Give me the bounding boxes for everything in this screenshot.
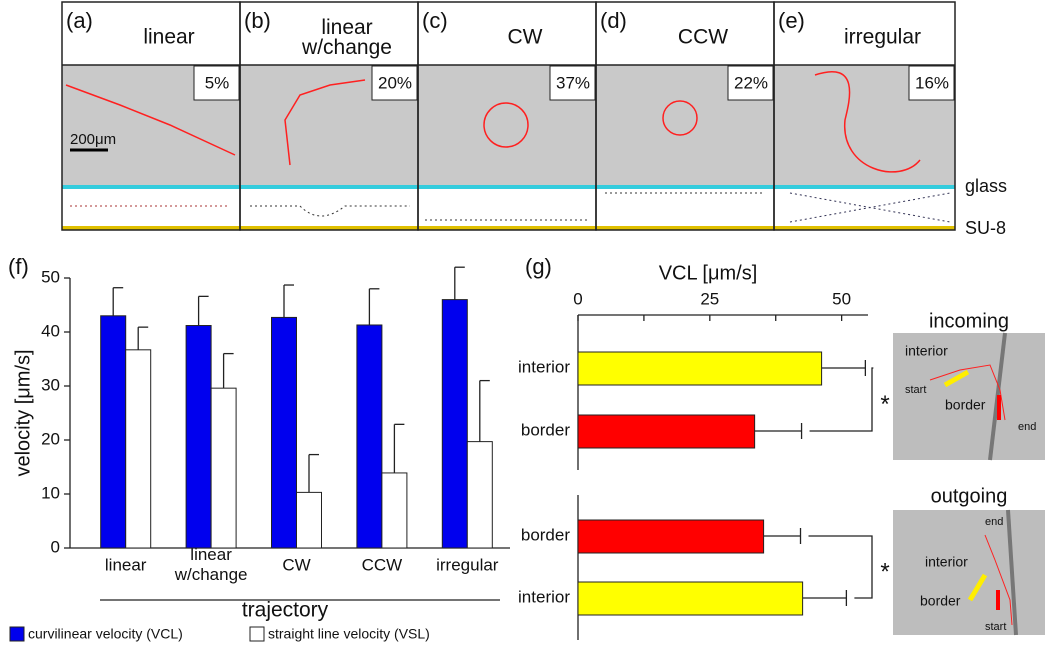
figure: (a) linear 5% (b) linearw/change 20% (c) CW 37% (…	[0, 0, 1049, 652]
y-tick-label: 40	[41, 321, 60, 340]
x-tick-label: irregular	[436, 555, 499, 574]
bar	[442, 300, 467, 548]
panel-label: (d)	[600, 8, 627, 33]
x-axis-title: trajectory	[242, 599, 329, 622]
percent: 37%	[556, 73, 590, 92]
panel-label: (c)	[422, 8, 448, 33]
significance: *	[880, 391, 889, 418]
panel-label: (e)	[778, 8, 805, 33]
panel-title: CW	[508, 26, 543, 49]
y-axis-title: velocity [μm/s]	[12, 349, 34, 476]
inset-label: start	[985, 621, 1006, 633]
panel-label: (g)	[525, 254, 552, 279]
bar	[211, 388, 236, 548]
x-tick-label: linear	[105, 555, 147, 574]
panel-title: irregular	[844, 26, 921, 49]
legend-swatch	[10, 627, 24, 641]
bar	[578, 520, 764, 553]
percent: 20%	[378, 73, 412, 92]
bar	[357, 325, 382, 548]
panel-label: (f)	[8, 254, 29, 279]
y-tick-label: 30	[41, 375, 60, 394]
x-tick-label: 25	[700, 289, 719, 308]
inset-label: border	[945, 397, 986, 413]
panel-title: linear	[143, 26, 194, 49]
y-tick-label: 10	[41, 483, 60, 502]
schematic-strip	[62, 189, 955, 227]
legend-swatch	[250, 627, 264, 641]
legend-label: straight line velocity (VSL)	[268, 626, 430, 642]
inset-photo	[893, 510, 1045, 635]
inset-title: incoming	[929, 310, 1009, 332]
bar	[126, 350, 151, 548]
inset-label: interior	[905, 343, 948, 359]
y-tick-label: 0	[51, 537, 60, 556]
percent: 22%	[734, 73, 768, 92]
bar	[186, 326, 211, 548]
x-tick-label: CCW	[362, 555, 403, 574]
y-tick-label: interior	[518, 587, 570, 606]
layer-label: SU-8	[965, 218, 1006, 238]
bar	[382, 473, 407, 548]
panel-label: (b)	[244, 8, 271, 33]
inset-label: border	[920, 593, 961, 609]
bar	[101, 316, 126, 548]
significance-bracket	[809, 536, 872, 598]
bar	[578, 415, 755, 448]
bar	[467, 442, 492, 548]
x-tick-label: CW	[282, 555, 310, 574]
significance: *	[880, 558, 889, 585]
panel-label: (a)	[66, 8, 93, 33]
inset-label: start	[905, 384, 926, 396]
x-tick-label: 0	[573, 289, 582, 308]
x-axis-title: VCL [μm/s]	[659, 262, 758, 284]
insets	[893, 333, 1045, 635]
legend-label: curvilinear velocity (VCL)	[28, 626, 183, 642]
y-tick-label: interior	[518, 357, 570, 376]
inset-label: interior	[925, 554, 968, 570]
bar	[297, 492, 322, 548]
scale-bar-label: 200μm	[70, 131, 116, 148]
y-tick-label: border	[521, 420, 570, 439]
y-tick-label: 50	[41, 267, 60, 286]
y-tick-label: border	[521, 525, 570, 544]
inset-label: end	[1018, 421, 1036, 433]
bar	[272, 317, 297, 548]
inset-label: end	[985, 516, 1003, 528]
percent: 16%	[915, 73, 949, 92]
glass-layer	[62, 185, 955, 189]
bar	[578, 582, 803, 615]
bar	[578, 352, 822, 385]
x-tick-label: 50	[832, 289, 851, 308]
layer-label: glass	[965, 176, 1007, 196]
percent: 5%	[205, 73, 230, 92]
panel-title: CCW	[678, 26, 728, 49]
inset-title: outgoing	[931, 485, 1008, 507]
y-tick-label: 20	[41, 429, 60, 448]
